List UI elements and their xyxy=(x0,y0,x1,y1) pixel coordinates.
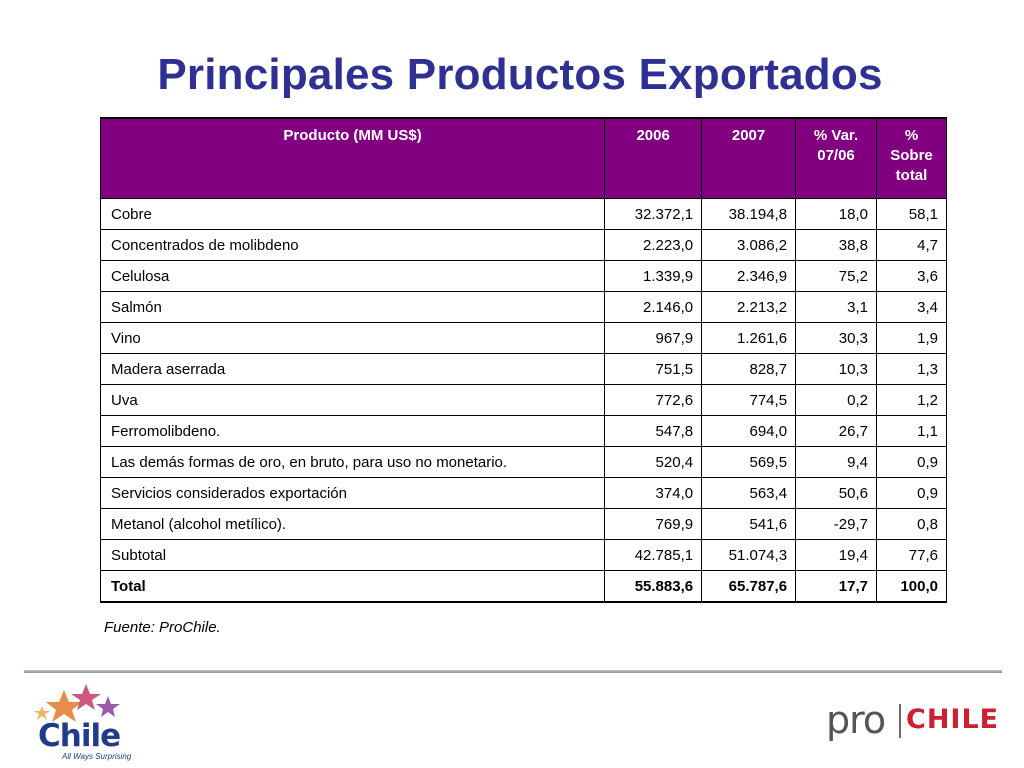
chile-logo: Chile All Ways Surprising xyxy=(24,680,134,762)
table-row: Celulosa 1.339,9 2.346,9 75,2 3,6 xyxy=(99,260,948,292)
value-cell: 18,0 xyxy=(795,198,877,230)
source-note: Fuente: ProChile. xyxy=(104,619,221,636)
value-cell: -29,7 xyxy=(795,508,877,540)
product-cell: Servicios considerados exportación xyxy=(99,477,606,509)
value-cell: 3.086,2 xyxy=(701,229,797,261)
product-cell: Subtotal xyxy=(99,539,606,571)
value-cell: 0,8 xyxy=(875,508,948,540)
value-cell: 569,5 xyxy=(701,446,797,478)
table-row: Concentrados de molibdeno 2.223,0 3.086,2 3… xyxy=(99,229,948,261)
value-cell: 9,4 xyxy=(795,446,877,478)
table-row: Cobre 32.372,1 38.194,8 18,0 58,1 xyxy=(99,198,948,230)
value-cell: 19,4 xyxy=(795,539,877,571)
header-sobre-total: % Sobre total xyxy=(875,117,948,199)
header-2006: 2006 xyxy=(604,117,703,199)
value-cell: 1.339,9 xyxy=(604,260,703,292)
prochile-logo-chile: CHILE xyxy=(906,704,1000,735)
value-cell: 751,5 xyxy=(604,353,703,385)
product-cell: Ferromolibdeno. xyxy=(99,415,606,447)
value-cell: 38,8 xyxy=(795,229,877,261)
table-header-row: Producto (MM US$) 2006 2007 % Var. 07/06… xyxy=(99,117,948,199)
value-cell: 2.146,0 xyxy=(604,291,703,323)
value-cell: 1.261,6 xyxy=(701,322,797,354)
product-cell: Cobre xyxy=(99,198,606,230)
value-cell: 3,4 xyxy=(875,291,948,323)
product-cell: Uva xyxy=(99,384,606,416)
table-row: Subtotal 42.785,1 51.074,3 19,4 77,6 xyxy=(99,539,948,571)
value-cell: 3,1 xyxy=(795,291,877,323)
value-cell: 10,3 xyxy=(795,353,877,385)
prochile-logo: pro CHILE xyxy=(826,698,1002,742)
chile-logo-tagline: All Ways Surprising xyxy=(62,752,132,761)
value-cell: 4,7 xyxy=(875,229,948,261)
value-cell: 374,0 xyxy=(604,477,703,509)
value-cell: 3,6 xyxy=(875,260,948,292)
value-cell: 30,3 xyxy=(795,322,877,354)
value-cell: 1,2 xyxy=(875,384,948,416)
header-var: % Var. 07/06 xyxy=(795,117,877,199)
value-cell: 520,4 xyxy=(604,446,703,478)
header-2007: 2007 xyxy=(701,117,797,199)
value-cell: 1,1 xyxy=(875,415,948,447)
value-cell: 65.787,6 xyxy=(701,570,797,603)
value-cell: 769,9 xyxy=(604,508,703,540)
value-cell: 541,6 xyxy=(701,508,797,540)
value-cell: 0,9 xyxy=(875,477,948,509)
value-cell: 38.194,8 xyxy=(701,198,797,230)
stars-icon xyxy=(34,684,120,722)
table-row: Vino 967,9 1.261,6 30,3 1,9 xyxy=(99,322,948,354)
value-cell: 100,0 xyxy=(875,570,948,603)
table-row: Salmón 2.146,0 2.213,2 3,1 3,4 xyxy=(99,291,948,323)
prochile-logo-separator xyxy=(899,704,901,738)
table-row: Servicios considerados exportación 374,0 5… xyxy=(99,477,948,509)
value-cell: 694,0 xyxy=(701,415,797,447)
value-cell: 1,9 xyxy=(875,322,948,354)
value-cell: 0,9 xyxy=(875,446,948,478)
value-cell: 32.372,1 xyxy=(604,198,703,230)
table-row: Las demás formas de oro, en bruto, para … xyxy=(99,446,948,478)
page-title: Principales Productos Exportados xyxy=(157,50,883,99)
product-cell: Total xyxy=(99,570,606,603)
table-row: Metanol (alcohol metílico). 769,9 541,6 -29… xyxy=(99,508,948,540)
value-cell: 17,7 xyxy=(795,570,877,603)
table-row: Ferromolibdeno. 547,8 694,0 26,7 1,1 xyxy=(99,415,948,447)
value-cell: 58,1 xyxy=(875,198,948,230)
product-cell: Madera aserrada xyxy=(99,353,606,385)
table-total-row: Total 55.883,6 65.787,6 17,7 100,0 xyxy=(99,570,948,603)
value-cell: 967,9 xyxy=(604,322,703,354)
exports-table: Producto (MM US$) 2006 2007 % Var. 07/06… xyxy=(99,117,948,603)
value-cell: 50,6 xyxy=(795,477,877,509)
value-cell: 547,8 xyxy=(604,415,703,447)
value-cell: 77,6 xyxy=(875,539,948,571)
value-cell: 774,5 xyxy=(701,384,797,416)
value-cell: 2.346,9 xyxy=(701,260,797,292)
value-cell: 42.785,1 xyxy=(604,539,703,571)
product-cell: Metanol (alcohol metílico). xyxy=(99,508,606,540)
table-row: Madera aserrada 751,5 828,7 10,3 1,3 xyxy=(99,353,948,385)
value-cell: 26,7 xyxy=(795,415,877,447)
chile-logo-word: Chile xyxy=(38,718,121,754)
product-cell: Las demás formas de oro, en bruto, para … xyxy=(99,446,606,478)
product-cell: Vino xyxy=(99,322,606,354)
product-cell: Salmón xyxy=(99,291,606,323)
value-cell: 563,4 xyxy=(701,477,797,509)
product-cell: Concentrados de molibdeno xyxy=(99,229,606,261)
value-cell: 55.883,6 xyxy=(604,570,703,603)
value-cell: 772,6 xyxy=(604,384,703,416)
value-cell: 0,2 xyxy=(795,384,877,416)
product-cell: Celulosa xyxy=(99,260,606,292)
value-cell: 828,7 xyxy=(701,353,797,385)
header-producto: Producto (MM US$) xyxy=(99,117,606,199)
value-cell: 51.074,3 xyxy=(701,539,797,571)
value-cell: 2.223,0 xyxy=(604,229,703,261)
value-cell: 2.213,2 xyxy=(701,291,797,323)
footer-divider xyxy=(24,670,1002,673)
table-row: Uva 772,6 774,5 0,2 1,2 xyxy=(99,384,948,416)
value-cell: 75,2 xyxy=(795,260,877,292)
prochile-logo-pro: pro xyxy=(826,698,886,742)
value-cell: 1,3 xyxy=(875,353,948,385)
